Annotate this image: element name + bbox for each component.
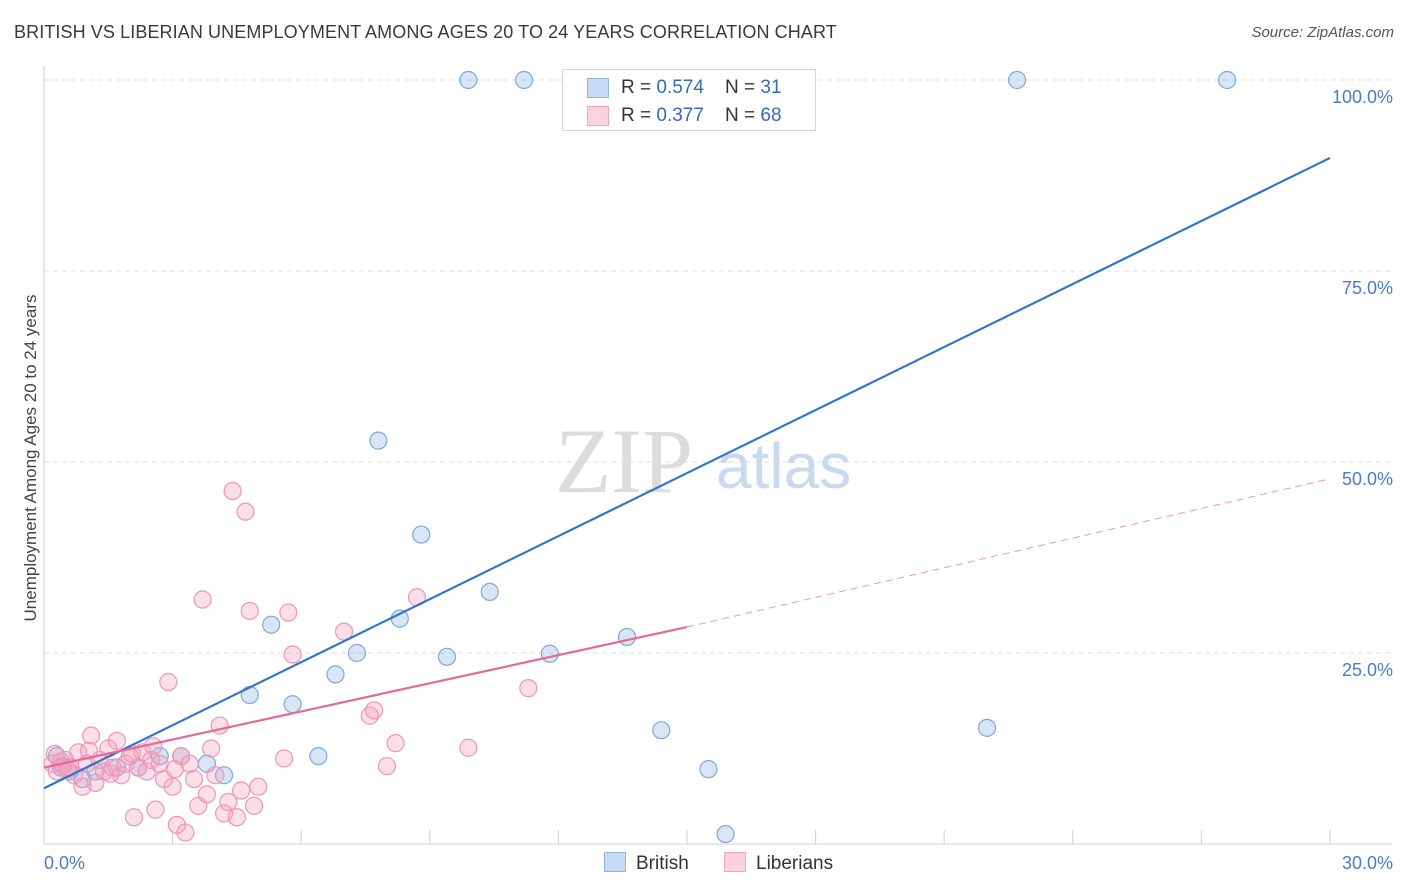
british-point — [240, 685, 259, 705]
liberians-point — [519, 679, 538, 698]
liberians-point — [82, 726, 101, 745]
y-tick-label: 75.0% — [1342, 278, 1393, 298]
legend-swatch-liberians — [587, 106, 609, 126]
british-point — [480, 582, 499, 601]
watermark-zip: ZIP — [555, 410, 693, 512]
liberians-trend-line — [686, 478, 1331, 628]
liberians-point — [386, 734, 405, 753]
british-point — [262, 615, 281, 634]
y-tick-label: 50.0% — [1342, 469, 1393, 489]
liberians-point — [274, 749, 294, 768]
liberians-point — [459, 738, 478, 757]
liberians-point — [193, 590, 212, 609]
british-point — [1218, 70, 1237, 90]
legend-liberians-n-label: N = — [725, 105, 761, 126]
data-points — [43, 70, 1237, 844]
liberians-point — [107, 731, 126, 750]
british-point — [347, 643, 367, 663]
british-point — [412, 525, 431, 544]
liberians-point — [249, 777, 268, 796]
watermark-atlas: atlas — [716, 430, 851, 502]
legend-swatch-british — [587, 78, 609, 98]
liberians-point — [227, 808, 246, 827]
gridlines — [44, 79, 1392, 654]
liberians-point — [142, 750, 161, 770]
axes — [43, 66, 1392, 845]
liberians-point — [283, 645, 302, 664]
british-point — [617, 627, 637, 647]
british-point — [437, 647, 457, 666]
source-label: Source: ZipAtlas.com — [1251, 24, 1394, 41]
british-trend-line — [43, 156, 1331, 790]
british-point — [283, 695, 302, 714]
british-point — [716, 824, 735, 844]
liberians-point — [176, 823, 195, 842]
british-point — [459, 70, 478, 90]
liberians-point — [364, 701, 384, 720]
british-point — [540, 644, 559, 663]
british-point — [150, 747, 169, 766]
liberians-point — [146, 800, 165, 819]
trend-lines — [43, 156, 1331, 790]
british-point — [977, 718, 997, 737]
chart-title: BRITISH VS LIBERIAN UNEMPLOYMENT AMONG A… — [14, 22, 837, 42]
x-tick-label: 0.0% — [44, 853, 85, 873]
liberians-point — [79, 741, 99, 760]
british-point — [699, 760, 718, 779]
liberians-point — [244, 796, 264, 815]
watermark: ZIP atlas — [555, 410, 851, 512]
legend-british-n-value: 31 — [760, 77, 782, 98]
y-tick-label: 100.0% — [1332, 87, 1393, 107]
y-axis-label: Unemployment Among Ages 20 to 24 years — [21, 295, 40, 622]
liberians-point — [124, 808, 144, 827]
x-tick-label: 30.0% — [1342, 853, 1393, 873]
british-point — [369, 431, 388, 450]
tick-labels: 25.0% 50.0% 75.0% 100.0% 0.0% 30.0% — [44, 87, 1393, 873]
liberians-point — [163, 777, 182, 796]
correlation-legend: R = 0.574 N = 31 R = 0.377 N = 68 — [562, 69, 816, 131]
y-tick-label: 25.0% — [1342, 660, 1393, 680]
liberians-point — [232, 781, 251, 800]
liberians-point — [101, 764, 120, 783]
legend-british-r-label: R = — [621, 77, 657, 98]
liberians-point — [236, 502, 255, 521]
liberians-point — [197, 785, 216, 804]
bottom-legend-label-liberians: Liberians — [756, 853, 834, 874]
liberians-point — [159, 672, 178, 692]
liberians-point — [165, 760, 184, 779]
british-point — [1007, 70, 1027, 90]
liberians-trend-line — [43, 625, 688, 769]
bottom-legend-label-british: British — [636, 853, 689, 874]
liberians-point — [184, 769, 204, 789]
liberians-point — [223, 481, 242, 501]
liberians-point — [202, 739, 221, 758]
liberians-point — [219, 792, 238, 812]
legend-british-n-label: N = — [725, 77, 761, 98]
legend-liberians-r-label: R = — [621, 105, 657, 126]
legend-liberians-n-value: 68 — [760, 105, 782, 126]
bottom-legend-british: British — [604, 852, 689, 875]
british-point — [326, 665, 345, 684]
liberians-point — [144, 737, 163, 756]
british-point — [309, 747, 328, 766]
british-point — [652, 721, 671, 740]
bottom-legend-swatch-liberians — [724, 852, 746, 872]
bottom-legend-liberians: Liberians — [724, 852, 833, 875]
liberians-point — [377, 756, 397, 776]
legend-liberians-r-value: 0.377 — [656, 105, 704, 126]
liberians-point — [240, 601, 259, 621]
liberians-point — [279, 603, 298, 622]
british-point — [515, 70, 534, 90]
legend-british-r-value: 0.574 — [656, 77, 704, 98]
bottom-legend-swatch-british — [604, 852, 626, 872]
liberians-point — [206, 766, 225, 785]
